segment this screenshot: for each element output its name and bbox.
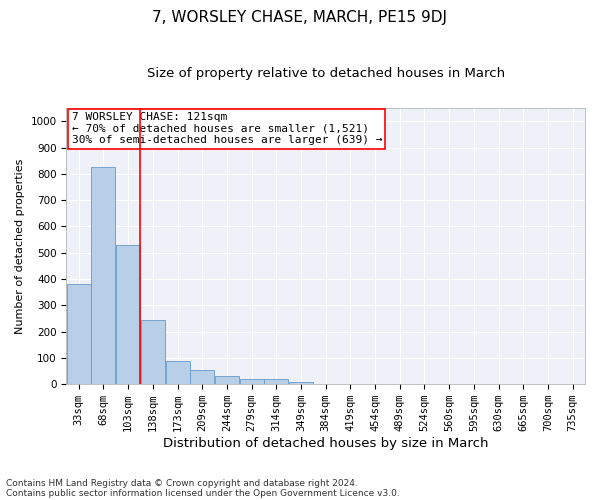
Bar (265, 379, 288, 384)
Bar (289, 382, 313, 384)
Text: 7 WORSLEY CHASE: 121sqm
← 70% of detached houses are smaller (1,521)
30% of semi: 7 WORSLEY CHASE: 121sqm ← 70% of detache… (71, 112, 382, 146)
Bar (91, 167, 115, 384)
Text: 7, WORSLEY CHASE, MARCH, PE15 9DJ: 7, WORSLEY CHASE, MARCH, PE15 9DJ (152, 10, 448, 25)
Text: Contains HM Land Registry data © Crown copyright and database right 2024.: Contains HM Land Registry data © Crown c… (6, 478, 358, 488)
Bar (239, 379, 263, 384)
Title: Size of property relative to detached houses in March: Size of property relative to detached ho… (146, 68, 505, 80)
Bar (141, 320, 165, 384)
Bar (166, 360, 190, 384)
Bar (116, 245, 140, 384)
Bar (215, 376, 239, 384)
X-axis label: Distribution of detached houses by size in March: Distribution of detached houses by size … (163, 437, 488, 450)
Bar (190, 370, 214, 384)
Text: Contains public sector information licensed under the Open Government Licence v3: Contains public sector information licen… (6, 488, 400, 498)
Y-axis label: Number of detached properties: Number of detached properties (15, 158, 25, 334)
Bar (67, 284, 91, 384)
